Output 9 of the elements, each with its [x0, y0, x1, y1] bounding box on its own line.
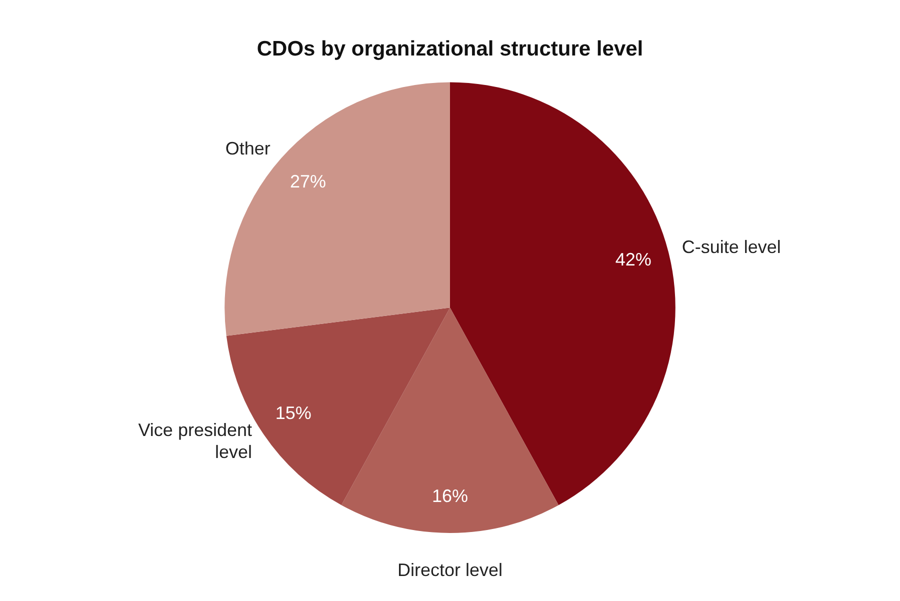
slice-label: C-suite level: [682, 237, 781, 258]
slice-label: Other: [225, 138, 270, 158]
data-label: 15%: [275, 402, 312, 423]
data-label: 16%: [432, 486, 468, 506]
chart-title: CDOs by organizational structure level: [256, 37, 644, 60]
data-label: 42%: [615, 249, 652, 270]
slice-label: Vice president level: [138, 420, 252, 462]
slice-label: Director level: [397, 560, 503, 580]
data-label: 27%: [290, 171, 326, 192]
